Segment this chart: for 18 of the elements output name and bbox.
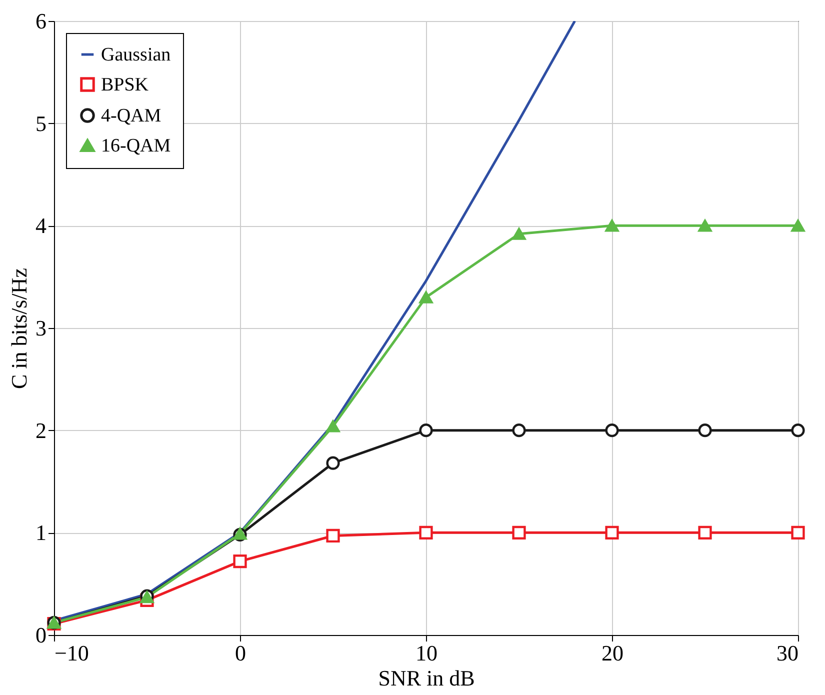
y-tick-label: 1 — [36, 520, 46, 546]
y-axis-title: C in bits/s/Hz — [6, 268, 32, 390]
x-tick-label: 10 — [416, 640, 438, 666]
y-tick-label: 4 — [36, 213, 46, 238]
legend-label: 4-QAM — [101, 106, 162, 126]
y-tick-label: 2 — [36, 418, 46, 443]
x-tick-label: 20 — [602, 640, 624, 666]
legend-label: Gaussian — [101, 44, 172, 66]
legend-label: BPSK — [101, 74, 149, 96]
x-tick-label: 30 — [776, 640, 798, 666]
legend-label: 16-QAM — [101, 136, 171, 156]
y-tick-label: 5 — [36, 110, 46, 136]
y-tick-label: 3 — [36, 316, 46, 340]
y-tick-label: 0 — [36, 622, 46, 648]
x-tick-label: −10 — [54, 640, 89, 666]
x-axis-title: SNR in dB — [378, 666, 475, 690]
y-tick-label: 6 — [36, 8, 46, 34]
x-tick-label: 0 — [235, 640, 246, 666]
